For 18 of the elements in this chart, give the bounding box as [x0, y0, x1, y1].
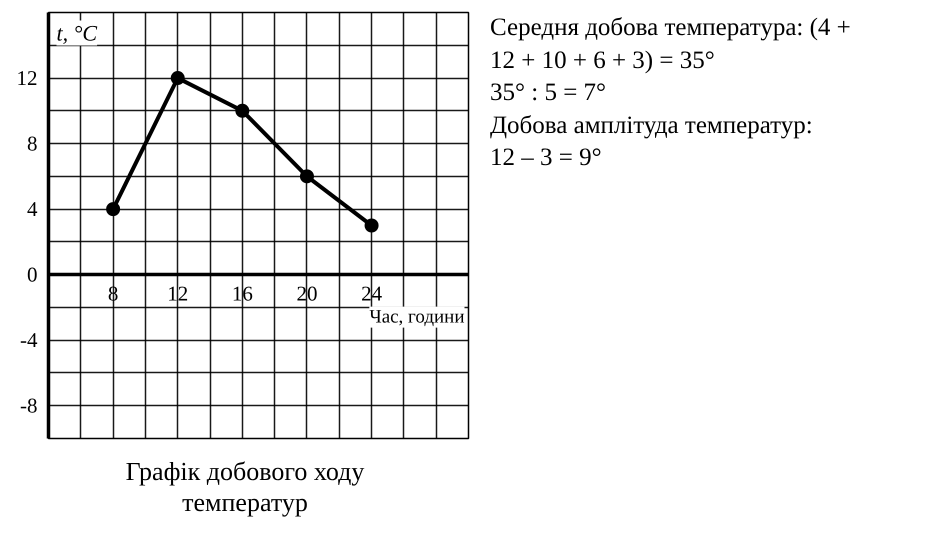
- point: [300, 169, 314, 184]
- text: Графік добового ходу температур: [124, 456, 366, 518]
- point: [364, 218, 379, 232]
- y-tick-label: 4: [27, 197, 38, 222]
- x-axis-title: Час, години: [369, 306, 465, 328]
- y-tick-label: 0: [27, 262, 38, 287]
- text: 35° : 5 = 7°: [490, 78, 608, 108]
- text: Середня добова температура: (4 + 12 + 10 + 6 + 3) = 35°: [490, 13, 852, 76]
- y-axis-title: t, °C: [56, 20, 98, 46]
- point: [235, 104, 250, 118]
- text: 12 – 3 = 9°: [490, 143, 603, 173]
- y-tick-label: 12: [16, 66, 38, 90]
- y-tick-label: 8: [27, 132, 38, 156]
- text: Добова амплітуда температур:: [490, 110, 814, 140]
- point: [170, 71, 185, 86]
- point: [106, 202, 120, 216]
- y-tick-label: -4: [20, 328, 38, 352]
- y-tick-label: -8: [20, 394, 38, 418]
